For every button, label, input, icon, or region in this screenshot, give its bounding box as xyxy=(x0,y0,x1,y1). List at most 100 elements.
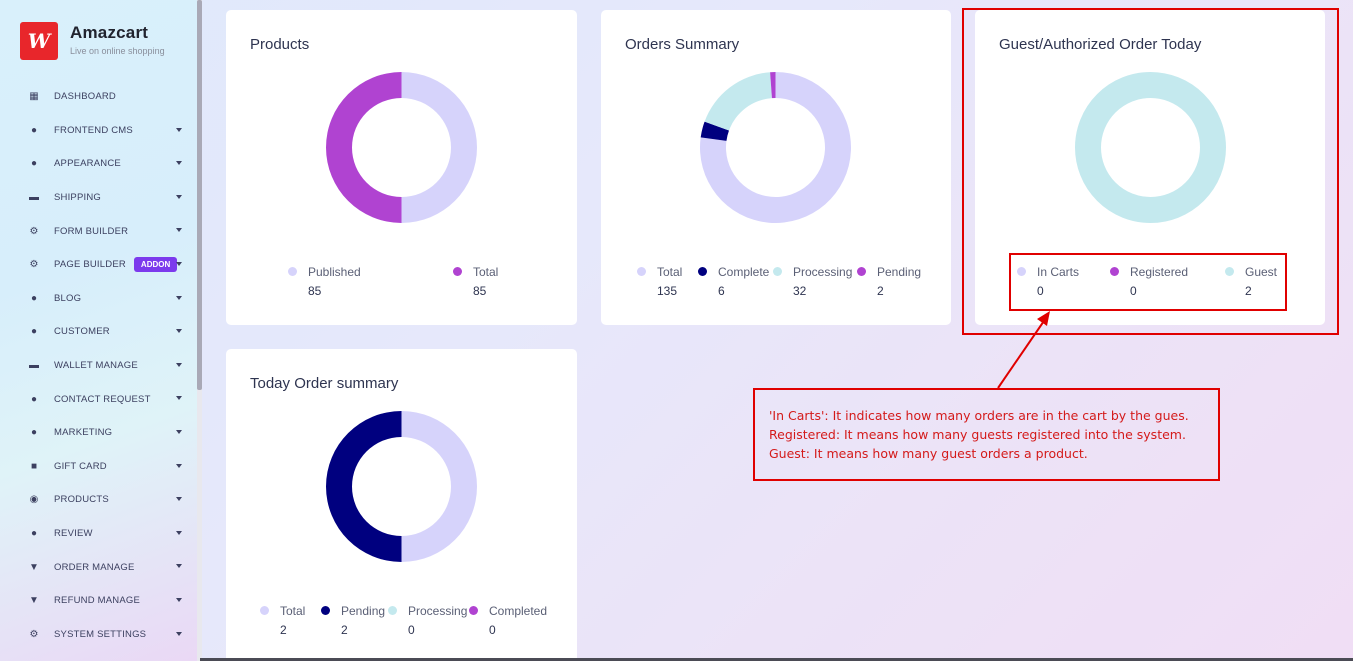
sidebar-item-page-builder[interactable]: ⚙ PAGE BUILDER ADDON xyxy=(0,248,198,282)
sidebar-item-marketing[interactable]: ● MARKETING xyxy=(0,416,198,450)
sidebar-item-dashboard[interactable]: ▦ DASHBOARD xyxy=(0,80,198,114)
logo-mark: W xyxy=(27,29,51,53)
chevron-down-icon xyxy=(176,497,182,502)
guest-orders-card: Guest/Authorized Order Today In Carts 0 Re… xyxy=(975,10,1325,325)
sidebar-item-label: APPEARANCE xyxy=(54,158,121,170)
card-title: Products xyxy=(250,36,310,53)
highlight-guest-card xyxy=(962,8,1339,335)
chevron-down-icon xyxy=(176,396,182,401)
brand-tagline: Live on online shopping xyxy=(70,46,165,56)
chevron-down-icon xyxy=(176,429,182,434)
legend-value: 135 xyxy=(657,284,678,298)
products-card: Products Published 85 Total 85 xyxy=(226,10,577,325)
sidebar-item-label: BLOG xyxy=(54,292,82,304)
sidebar-scrollbar[interactable] xyxy=(197,0,202,661)
card-title: Orders Summary xyxy=(625,36,740,53)
legend-value: 85 xyxy=(308,284,322,298)
legend-dot xyxy=(388,606,397,615)
slice-total[interactable] xyxy=(700,72,851,223)
sidebar-item-label: WALLET MANAGE xyxy=(54,360,138,372)
legend-label: Processing xyxy=(408,604,468,618)
chevron-down-icon xyxy=(176,161,182,166)
legend-label: Completed xyxy=(489,604,548,618)
amazcart-logo: W xyxy=(20,22,58,60)
legend-value: 2 xyxy=(341,623,348,637)
addon-badge: ADDON xyxy=(133,257,178,273)
slice-complete[interactable] xyxy=(700,121,730,141)
legend-value: 6 xyxy=(718,284,725,298)
sidebar-item-label: SHIPPING xyxy=(54,192,101,204)
legend-dot xyxy=(453,267,462,276)
sidebar-item-refund-manage[interactable]: ▼ REFUND MANAGE xyxy=(0,584,198,618)
orders-summary-card: Orders Summary Total 135 Complete 6 Processi… xyxy=(601,10,951,325)
today-orders-donut-chart xyxy=(326,411,477,562)
legend-dot xyxy=(321,606,330,615)
gear-icon: ⚙ xyxy=(29,628,39,640)
legend-label: Pending xyxy=(877,265,922,279)
sidebar-scrollbar-thumb[interactable] xyxy=(197,0,202,390)
today-orders-card: Today Order summary Total 2 Pending 2 Proces… xyxy=(226,349,577,661)
chevron-down-icon xyxy=(176,597,182,602)
sidebar-item-products[interactable]: ◉ PRODUCTS xyxy=(0,483,198,517)
sidebar-item-label: ORDER MANAGE xyxy=(54,561,135,573)
slice-total[interactable] xyxy=(326,72,402,223)
sidebar-item-system-settings[interactable]: ⚙ SYSTEM SETTINGS xyxy=(0,618,198,652)
sidebar-item-label: REVIEW xyxy=(54,528,93,540)
slice-guest[interactable] xyxy=(1075,72,1226,223)
legend-value: 0 xyxy=(408,623,415,637)
chevron-down-icon xyxy=(176,261,182,266)
sidebar-item-shipping[interactable]: ▬ SHIPPING xyxy=(0,181,198,215)
annotation-callout: 'In Carts': It indicates how many orders… xyxy=(753,388,1220,481)
legend-dot xyxy=(698,267,707,276)
brand[interactable]: W Amazcart Live on online shopping xyxy=(20,22,165,60)
users-icon: ● xyxy=(30,292,38,304)
sidebar-item-appearance[interactable]: ● APPEARANCE xyxy=(0,147,198,181)
slice-published[interactable] xyxy=(401,72,478,223)
slice-total[interactable] xyxy=(401,411,478,562)
sidebar-item-review[interactable]: ● REVIEW xyxy=(0,517,198,551)
legend-value: 2 xyxy=(1245,284,1252,298)
chevron-down-icon xyxy=(176,463,182,468)
legend-label: Processing xyxy=(793,265,853,279)
grid-icon: ▦ xyxy=(29,91,39,103)
sidebar-item-form-builder[interactable]: ⚙ FORM BUILDER xyxy=(0,214,198,248)
legend-dot xyxy=(260,606,269,615)
sidebar-item-label: SYSTEM SETTINGS xyxy=(54,628,147,640)
sidebar-item-order-manage[interactable]: ▼ ORDER MANAGE xyxy=(0,550,198,584)
sidebar-item-contact-request[interactable]: ● CONTACT REQUEST xyxy=(0,382,198,416)
user-icon: ● xyxy=(30,528,38,540)
annotation-line-1: 'In Carts': It indicates how many orders… xyxy=(769,408,1189,423)
sidebar-item-label: FORM BUILDER xyxy=(54,225,129,237)
sidebar-item-label: FRONTEND CMS xyxy=(54,124,133,136)
slice-pending[interactable] xyxy=(326,411,402,562)
chevron-down-icon xyxy=(176,564,182,569)
slice-pending[interactable] xyxy=(770,72,776,99)
chevron-down-icon xyxy=(176,127,182,132)
sidebar-item-label: CONTACT REQUEST xyxy=(54,393,151,405)
sidebar-item-customer[interactable]: ● CUSTOMER xyxy=(0,315,198,349)
card-title: Guest/Authorized Order Today xyxy=(999,36,1202,53)
sidebar-item-wallet-manage[interactable]: ▬ WALLET MANAGE xyxy=(0,349,198,383)
legend-value: 85 xyxy=(473,284,487,298)
sidebar: W Amazcart Live on online shopping ▦ DASH… xyxy=(0,0,198,661)
sidebar-item-blog[interactable]: ● BLOG xyxy=(0,282,198,316)
cogs-icon: ⚙ xyxy=(29,259,39,271)
slice-processing[interactable] xyxy=(704,72,772,131)
brand-text: Amazcart Live on online shopping xyxy=(70,23,165,56)
legend-value: 0 xyxy=(1037,284,1044,298)
legend-dot xyxy=(857,267,866,276)
legend-value: 2 xyxy=(877,284,884,298)
sidebar-item-label: CUSTOMER xyxy=(54,326,110,338)
chevron-down-icon xyxy=(176,228,182,233)
sidebar-item-label: PRODUCTS xyxy=(54,494,109,506)
legend-dot xyxy=(773,267,782,276)
guest-orders-donut-chart xyxy=(1075,72,1226,223)
horizontal-scrollbar[interactable] xyxy=(200,658,1353,661)
user-icon: ● xyxy=(30,158,38,170)
orders-summary-donut-chart xyxy=(700,72,851,223)
sidebar-item-frontend-cms[interactable]: ● FRONTEND CMS xyxy=(0,114,198,148)
sidebar-item-gift-card[interactable]: ■ GIFT CARD xyxy=(0,450,198,484)
user-icon: ● xyxy=(30,124,38,136)
legend-dot xyxy=(469,606,478,615)
chevron-down-icon xyxy=(176,329,182,334)
